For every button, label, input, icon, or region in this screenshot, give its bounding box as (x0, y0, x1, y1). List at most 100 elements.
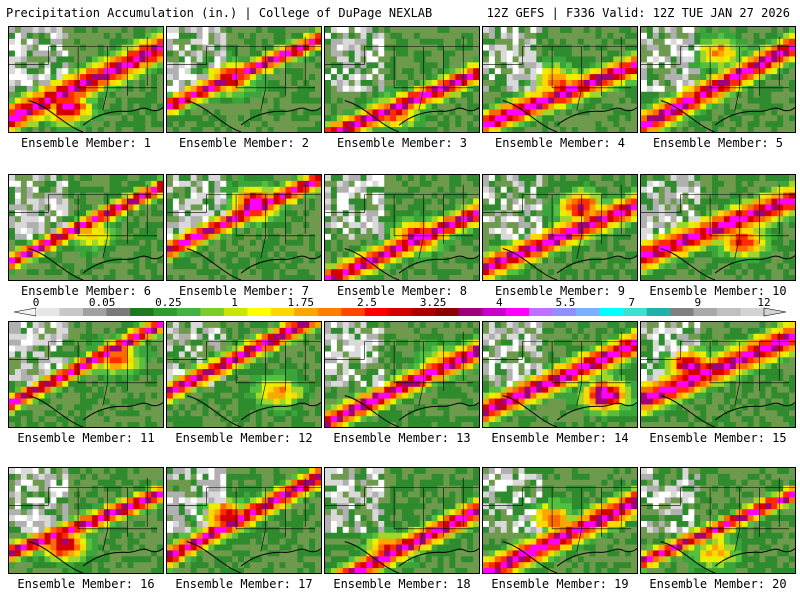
ensemble-member-map (482, 174, 638, 281)
ensemble-member-map (324, 26, 480, 133)
precipitation-field (483, 175, 637, 280)
ensemble-member-label: Ensemble Member: 4 (494, 136, 626, 150)
ensemble-member-map (482, 26, 638, 133)
precipitation-field (325, 322, 479, 427)
colorbar-tick-label: 1 (231, 296, 238, 309)
colorbar-tick-label: 2.5 (356, 296, 377, 309)
precipitation-colorbar: 0 0.05 0.25 1 1.75 2.5 3.25 4 5.5 7 9 12 (0, 296, 800, 318)
ensemble-member-label: Ensemble Member: 1 (20, 136, 152, 150)
colorbar-tick-label: 0 (32, 296, 40, 309)
colorbar-swatch (717, 308, 741, 316)
colorbar-swatch (740, 308, 765, 316)
colorbar-swatch (599, 308, 624, 316)
ensemble-member-label: Ensemble Member: 14 (491, 431, 629, 445)
colorbar-swatch (505, 308, 530, 316)
colorbar-swatch (576, 308, 600, 316)
ensemble-member-map (640, 467, 796, 574)
ensemble-member-map (324, 467, 480, 574)
precipitation-field (641, 468, 795, 573)
ensemble-member-map (640, 321, 796, 428)
colorbar-swatches (13, 307, 787, 317)
colorbar-swatch (36, 308, 60, 316)
ensemble-member-label: Ensemble Member: 20 (649, 577, 787, 591)
ensemble-member-map (640, 26, 796, 133)
precipitation-field (167, 322, 321, 427)
precipitation-field (325, 175, 479, 280)
precipitation-field (9, 175, 163, 280)
ensemble-member-map (166, 174, 322, 281)
ensemble-member-map (166, 467, 322, 574)
ensemble-member-label: Ensemble Member: 11 (17, 431, 155, 445)
ensemble-member-label: Ensemble Member: 10 (649, 284, 787, 298)
precipitation-field (167, 468, 321, 573)
ensemble-member-label: Ensemble Member: 2 (178, 136, 310, 150)
ensemble-member-map (324, 174, 480, 281)
colorbar-swatch (623, 308, 647, 316)
precipitation-field (9, 468, 163, 573)
precipitation-field (9, 322, 163, 427)
colorbar-swatch (341, 308, 366, 316)
precipitation-field (167, 27, 321, 132)
colorbar-swatch (82, 308, 107, 316)
colorbar-swatch (247, 308, 272, 316)
colorbar-swatch (670, 308, 694, 316)
ensemble-member-label: Ensemble Member: 12 (175, 431, 313, 445)
colorbar-swatch (411, 308, 436, 316)
colorbar-swatch (59, 308, 84, 316)
ensemble-member-label: Ensemble Member: 13 (333, 431, 471, 445)
colorbar-swatch (200, 308, 225, 316)
colorbar-swatch (176, 308, 201, 316)
colorbar-tick-label: 3.25 (419, 296, 447, 309)
colorbar-swatch (106, 308, 131, 316)
colorbar-swatch (364, 308, 389, 316)
colorbar-swatch (317, 308, 342, 316)
colorbar-swatch (458, 308, 483, 316)
chart-title: Precipitation Accumulation (in.) | Colle… (6, 6, 433, 20)
ensemble-member-label: Ensemble Member: 19 (491, 577, 629, 591)
colorbar-swatch (223, 308, 248, 316)
colorbar-min-arrow (13, 307, 37, 317)
colorbar-tick-label: 0.25 (155, 296, 182, 309)
precipitation-field (641, 27, 795, 132)
ensemble-member-map (8, 321, 164, 428)
ensemble-member-label: Ensemble Member: 15 (649, 431, 787, 445)
colorbar-swatch (646, 308, 671, 316)
precipitation-field (483, 468, 637, 573)
colorbar-tick-label: 4 (495, 296, 503, 309)
precipitation-field (167, 175, 321, 280)
precipitation-field (325, 27, 479, 132)
precipitation-field (483, 27, 637, 132)
precipitation-field (641, 175, 795, 280)
model-valid-time: 12Z GEFS | F336 Valid: 12Z TUE JAN 27 20… (486, 6, 790, 20)
colorbar-swatch (435, 308, 460, 316)
ensemble-member-label: Ensemble Member: 3 (336, 136, 468, 150)
colorbar-swatch (129, 308, 154, 316)
colorbar-swatch (529, 308, 553, 316)
ensemble-member-label: Ensemble Member: 17 (175, 577, 313, 591)
ensemble-member-map (640, 174, 796, 281)
colorbar-tick-label: 0.05 (88, 296, 116, 309)
ensemble-member-label: Ensemble Member: 18 (333, 577, 471, 591)
ensemble-member-label: Ensemble Member: 5 (652, 136, 784, 150)
colorbar-swatch (552, 308, 577, 316)
colorbar-max-arrow (763, 307, 787, 317)
colorbar-swatch (482, 308, 506, 316)
colorbar-tick-label: 7 (628, 296, 635, 309)
colorbar-swatch (270, 308, 295, 316)
colorbar-swatch (388, 308, 413, 316)
colorbar-swatch (693, 308, 718, 316)
ensemble-member-map (166, 321, 322, 428)
ensemble-member-map (8, 174, 164, 281)
ensemble-member-map (482, 467, 638, 574)
precipitation-field (325, 468, 479, 573)
precipitation-field (483, 322, 637, 427)
colorbar-tick-label: 9 (694, 296, 702, 309)
ensemble-member-map (8, 26, 164, 133)
ensemble-member-label: Ensemble Member: 9 (494, 284, 626, 298)
ensemble-member-label: Ensemble Member: 16 (17, 577, 155, 591)
precipitation-field (9, 27, 163, 132)
colorbar-tick-label: 5.5 (555, 296, 576, 309)
ensemble-member-map (324, 321, 480, 428)
colorbar-swatch (294, 308, 319, 316)
colorbar-tick-label: 1.75 (287, 296, 314, 309)
